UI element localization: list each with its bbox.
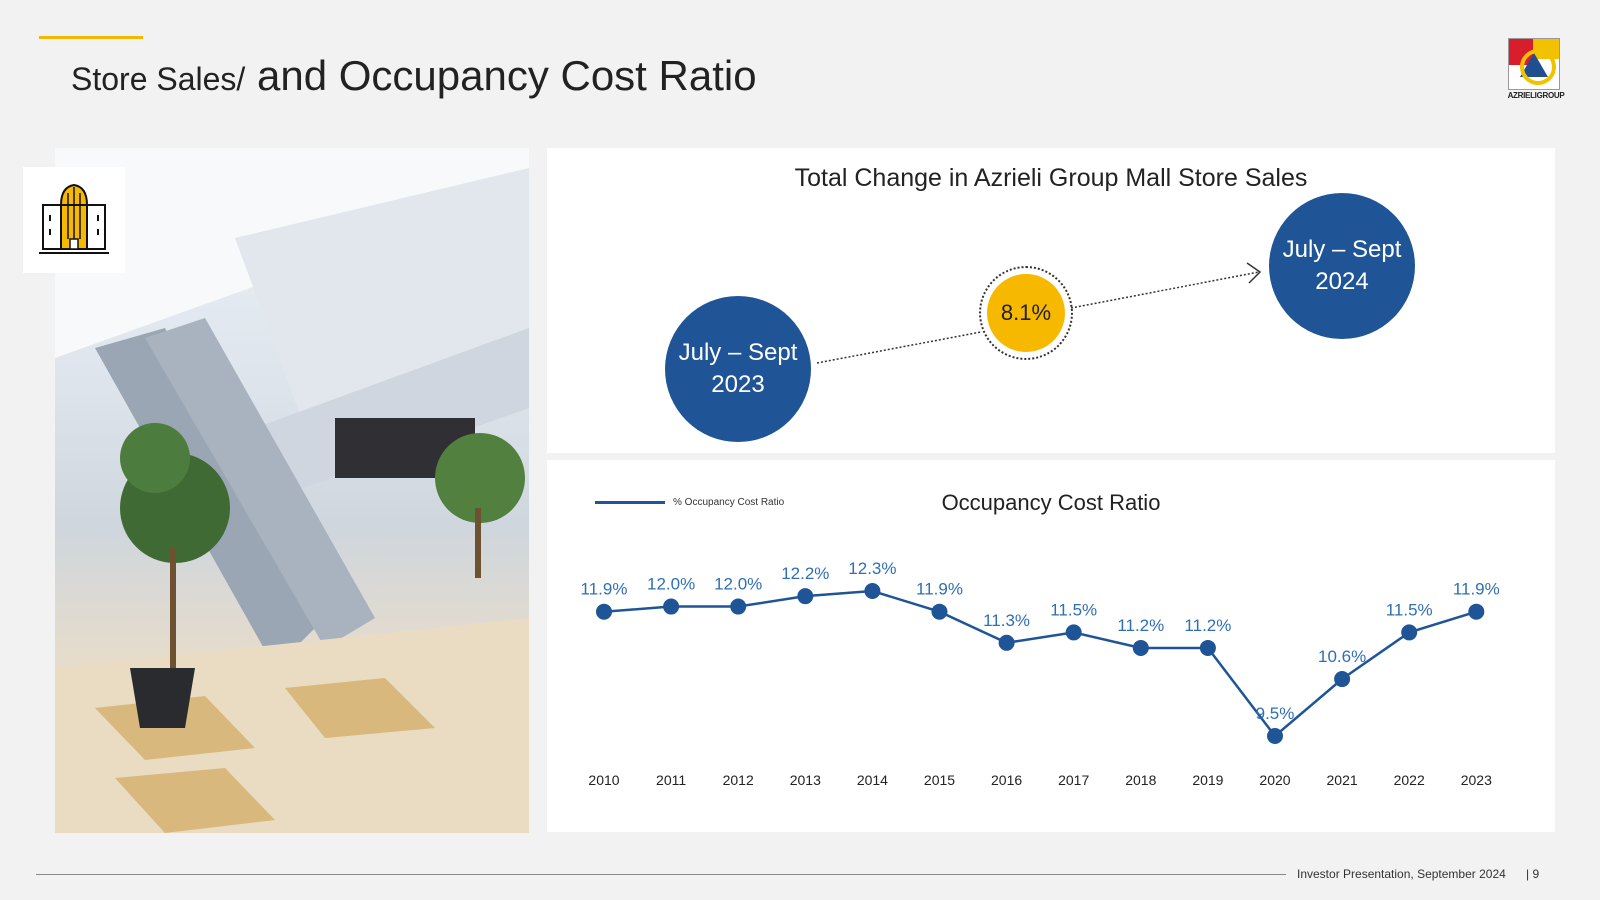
data-label: 11.2% bbox=[1184, 616, 1231, 635]
logo-mark bbox=[1508, 38, 1560, 90]
data-label: 12.0% bbox=[647, 575, 695, 594]
x-tick-label: 2022 bbox=[1394, 772, 1425, 788]
x-tick-label: 2021 bbox=[1327, 772, 1358, 788]
page-title-part1: Store Sales/ bbox=[71, 61, 246, 97]
building-icon bbox=[39, 183, 109, 254]
data-label: 11.9% bbox=[1453, 580, 1500, 599]
data-point bbox=[1065, 624, 1082, 641]
x-tick-label: 2012 bbox=[723, 772, 754, 788]
store-sales-title: Total Change in Azrieli Group Mall Store… bbox=[794, 164, 1308, 192]
data-label: 9.5% bbox=[1256, 704, 1295, 723]
x-tick-label: 2020 bbox=[1259, 772, 1290, 788]
period-2023-line1: July – Sept bbox=[678, 339, 798, 366]
x-tick-label: 2014 bbox=[857, 772, 888, 788]
period-2024-circle: July – Sept 2024 bbox=[1269, 193, 1415, 339]
data-label: 12.0% bbox=[714, 575, 762, 594]
sales-change-value: 8.1% bbox=[987, 274, 1065, 352]
building-icon-tile bbox=[23, 167, 125, 273]
x-tick-label: 2015 bbox=[924, 772, 955, 788]
x-tick-label: 2018 bbox=[1125, 772, 1156, 788]
data-point bbox=[998, 634, 1015, 651]
data-point bbox=[864, 583, 881, 599]
chart-legend: % Occupancy Cost Ratio bbox=[595, 497, 784, 508]
page-title: Store Sales/ and Occupancy Cost Ratio bbox=[71, 52, 757, 100]
data-label: 12.2% bbox=[781, 564, 829, 583]
title-accent-bar bbox=[39, 36, 143, 39]
data-label: 11.3% bbox=[983, 611, 1030, 630]
data-label: 12.3% bbox=[848, 559, 896, 578]
footer-text: Investor Presentation, September 2024 bbox=[1297, 867, 1506, 881]
x-tick-label: 2010 bbox=[588, 772, 619, 788]
legend-swatch bbox=[595, 501, 665, 504]
footer-divider bbox=[36, 874, 1286, 875]
data-point bbox=[797, 588, 814, 605]
data-point bbox=[1468, 603, 1485, 620]
data-point bbox=[1267, 728, 1283, 744]
data-point bbox=[1334, 671, 1351, 688]
store-sales-panel: Total Change in Azrieli Group Mall Store… bbox=[547, 148, 1555, 453]
data-label: 11.5% bbox=[1386, 600, 1433, 619]
data-point bbox=[1199, 639, 1216, 656]
occupancy-chart-panel: Occupancy Cost Ratio % Occupancy Cost Ra… bbox=[547, 460, 1555, 832]
x-tick-label: 2011 bbox=[656, 772, 686, 788]
x-tick-label: 2017 bbox=[1058, 772, 1089, 788]
data-point bbox=[1132, 639, 1149, 656]
data-point bbox=[663, 598, 680, 615]
x-tick-label: 2023 bbox=[1461, 772, 1492, 788]
data-point bbox=[596, 603, 612, 620]
occupancy-line-chart: 11.9% 2010 12.0% 2011 12.0% 2012 12.2% 2013 12.3… bbox=[581, 559, 1500, 788]
data-label: 11.9% bbox=[916, 580, 963, 599]
sales-connector bbox=[816, 262, 1262, 364]
mall-photo bbox=[55, 148, 529, 833]
x-tick-label: 2016 bbox=[991, 772, 1022, 788]
legend-label: % Occupancy Cost Ratio bbox=[673, 497, 785, 508]
data-label: 11.2% bbox=[1117, 616, 1164, 635]
chart-title: Occupancy Cost Ratio bbox=[941, 490, 1161, 515]
data-point bbox=[1401, 624, 1418, 641]
data-label: 11.9% bbox=[581, 580, 628, 599]
x-tick-label: 2019 bbox=[1192, 772, 1223, 788]
data-point bbox=[931, 603, 948, 620]
azrieli-logo: AZRIELIGROUP bbox=[1506, 36, 1565, 102]
series-line bbox=[603, 589, 1477, 738]
logo-graphic bbox=[1509, 39, 1559, 85]
period-2024-line1: July – Sept bbox=[1282, 236, 1402, 263]
period-2024-line2: 2024 bbox=[1315, 268, 1369, 295]
x-tick-label: 2013 bbox=[790, 772, 821, 788]
page-number: | 9 bbox=[1526, 867, 1540, 881]
period-2023-circle: July – Sept 2023 bbox=[665, 296, 811, 442]
data-label: 11.5% bbox=[1050, 600, 1097, 619]
data-point bbox=[730, 598, 747, 615]
page-title-part2: and Occupancy Cost Ratio bbox=[245, 52, 757, 99]
data-label: 10.6% bbox=[1318, 647, 1366, 666]
sales-change-ring: 8.1% bbox=[979, 266, 1073, 360]
logo-caption: AZRIELIGROUP bbox=[1507, 91, 1565, 100]
period-2023-line2: 2023 bbox=[711, 371, 765, 398]
